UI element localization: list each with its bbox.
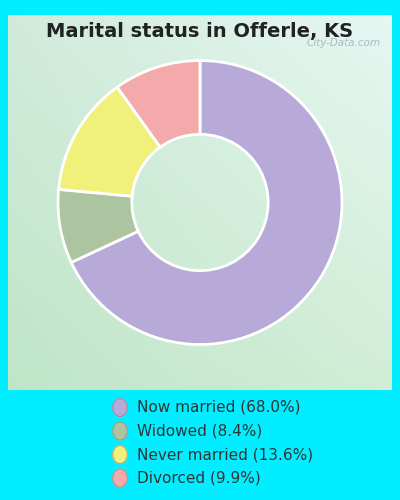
Circle shape [113, 446, 127, 464]
Text: Now married (68.0%): Now married (68.0%) [137, 400, 301, 415]
Wedge shape [58, 190, 138, 262]
Wedge shape [59, 87, 160, 196]
Text: Divorced (9.9%): Divorced (9.9%) [137, 470, 261, 486]
Circle shape [113, 469, 127, 487]
Text: City-Data.com: City-Data.com [306, 38, 380, 48]
Wedge shape [71, 60, 342, 344]
Circle shape [113, 422, 127, 440]
Text: Widowed (8.4%): Widowed (8.4%) [137, 424, 262, 438]
Text: Never married (13.6%): Never married (13.6%) [137, 447, 313, 462]
Wedge shape [117, 60, 200, 147]
Text: Marital status in Offerle, KS: Marital status in Offerle, KS [46, 22, 354, 42]
Circle shape [113, 398, 127, 416]
